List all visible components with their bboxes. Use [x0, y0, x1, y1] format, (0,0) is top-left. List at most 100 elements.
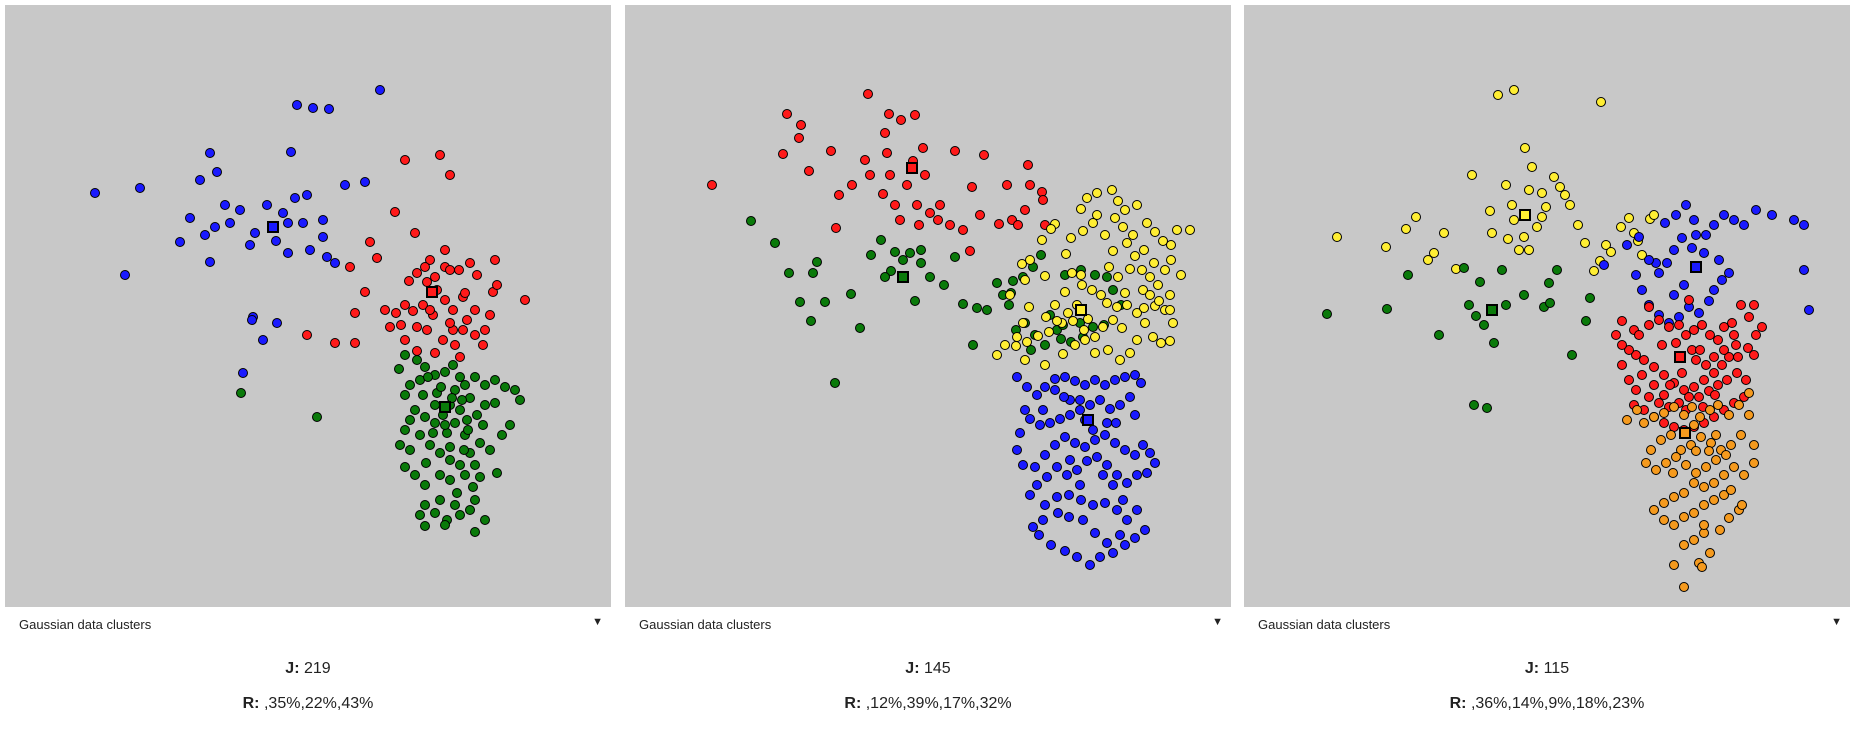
- data-point: [1665, 380, 1675, 390]
- data-point: [425, 440, 435, 450]
- data-point: [1709, 495, 1719, 505]
- cluster-centroid[interactable]: [906, 162, 918, 174]
- cluster-centroid[interactable]: [1486, 304, 1498, 316]
- data-point: [423, 372, 433, 382]
- data-point: [935, 200, 945, 210]
- dataset-select-1[interactable]: Gaussian data clusters ▼: [5, 614, 611, 636]
- data-point: [1079, 325, 1089, 335]
- data-point: [1659, 370, 1669, 380]
- data-point: [1100, 430, 1110, 440]
- data-point: [1691, 355, 1701, 365]
- data-point: [1044, 327, 1054, 337]
- data-point: [846, 289, 856, 299]
- data-point: [225, 218, 235, 228]
- data-point: [1108, 285, 1118, 295]
- data-point: [1659, 498, 1669, 508]
- data-point: [436, 382, 446, 392]
- data-point: [1113, 196, 1123, 206]
- data-point: [1482, 403, 1492, 413]
- cluster-centroid[interactable]: [1690, 261, 1702, 273]
- r-metric-1-label: R:: [242, 695, 260, 712]
- data-point: [1025, 490, 1035, 500]
- data-point: [1704, 296, 1714, 306]
- data-point: [1687, 243, 1697, 253]
- scatter-plot-2[interactable]: [625, 5, 1231, 607]
- data-point: [1679, 410, 1689, 420]
- data-point: [1729, 215, 1739, 225]
- data-point: [412, 346, 422, 356]
- cluster-centroid[interactable]: [439, 401, 451, 413]
- data-point: [860, 155, 870, 165]
- data-point: [1382, 304, 1392, 314]
- scatter-plot-1[interactable]: [5, 5, 611, 607]
- data-point: [1741, 375, 1751, 385]
- data-point: [210, 222, 220, 232]
- data-point: [914, 220, 924, 230]
- data-point: [1644, 392, 1654, 402]
- data-point: [1130, 450, 1140, 460]
- data-point: [271, 236, 281, 246]
- data-point: [1659, 418, 1669, 428]
- cluster-centroid[interactable]: [1082, 414, 1094, 426]
- data-point: [795, 297, 805, 307]
- cluster-centroid[interactable]: [1674, 351, 1686, 363]
- data-point: [1666, 430, 1676, 440]
- data-point: [1102, 272, 1112, 282]
- r-metric-3-label: R:: [1449, 695, 1467, 712]
- data-point: [452, 488, 462, 498]
- j-metric-2-value: 145: [923, 660, 951, 677]
- data-point: [1676, 445, 1686, 455]
- data-point: [1734, 400, 1744, 410]
- cluster-centroid[interactable]: [1075, 304, 1087, 316]
- cluster-centroid[interactable]: [1519, 209, 1531, 221]
- data-point: [396, 320, 406, 330]
- data-point: [470, 330, 480, 340]
- data-point: [1046, 540, 1056, 550]
- data-point: [1136, 378, 1146, 388]
- dataset-select-2[interactable]: Gaussian data clusters ▼: [625, 614, 1231, 636]
- data-point: [408, 306, 418, 316]
- data-point: [1705, 330, 1715, 340]
- data-point: [454, 265, 464, 275]
- data-point: [1545, 298, 1555, 308]
- cluster-centroid[interactable]: [1679, 427, 1691, 439]
- cluster-centroid[interactable]: [897, 271, 909, 283]
- r-metric-2-value: ,12%,39%,17%,32%: [865, 695, 1012, 712]
- data-point: [770, 238, 780, 248]
- data-point: [794, 133, 804, 143]
- cluster-centroid[interactable]: [426, 286, 438, 298]
- data-point: [1757, 322, 1767, 332]
- data-point: [968, 340, 978, 350]
- dataset-select-3[interactable]: Gaussian data clusters ▼: [1244, 614, 1850, 636]
- data-point: [950, 146, 960, 156]
- data-point: [1072, 465, 1082, 475]
- cluster-centroid[interactable]: [267, 221, 279, 233]
- data-point: [1669, 560, 1679, 570]
- data-point: [1076, 204, 1086, 214]
- data-point: [1671, 210, 1681, 220]
- data-point: [1078, 515, 1088, 525]
- data-point: [247, 315, 257, 325]
- data-point: [1599, 260, 1609, 270]
- data-point: [1659, 390, 1669, 400]
- data-point: [385, 322, 395, 332]
- data-point: [1695, 412, 1705, 422]
- data-point: [1020, 355, 1030, 365]
- data-point: [1789, 215, 1799, 225]
- panel-1: Gaussian data clusters ▼ J: 219 R: ,35%,…: [5, 0, 611, 730]
- data-point: [1112, 470, 1122, 480]
- data-point: [1701, 462, 1711, 472]
- j-metric-1-value: 219: [303, 660, 331, 677]
- data-point: [958, 299, 968, 309]
- data-point: [1585, 293, 1595, 303]
- data-point: [831, 223, 841, 233]
- data-point: [1022, 382, 1032, 392]
- data-point: [515, 395, 525, 405]
- data-point: [1156, 338, 1166, 348]
- data-point: [1012, 332, 1022, 342]
- data-point: [1046, 224, 1056, 234]
- scatter-plot-3[interactable]: [1244, 5, 1850, 607]
- data-point: [430, 400, 440, 410]
- data-point: [1573, 220, 1583, 230]
- data-point: [1098, 322, 1108, 332]
